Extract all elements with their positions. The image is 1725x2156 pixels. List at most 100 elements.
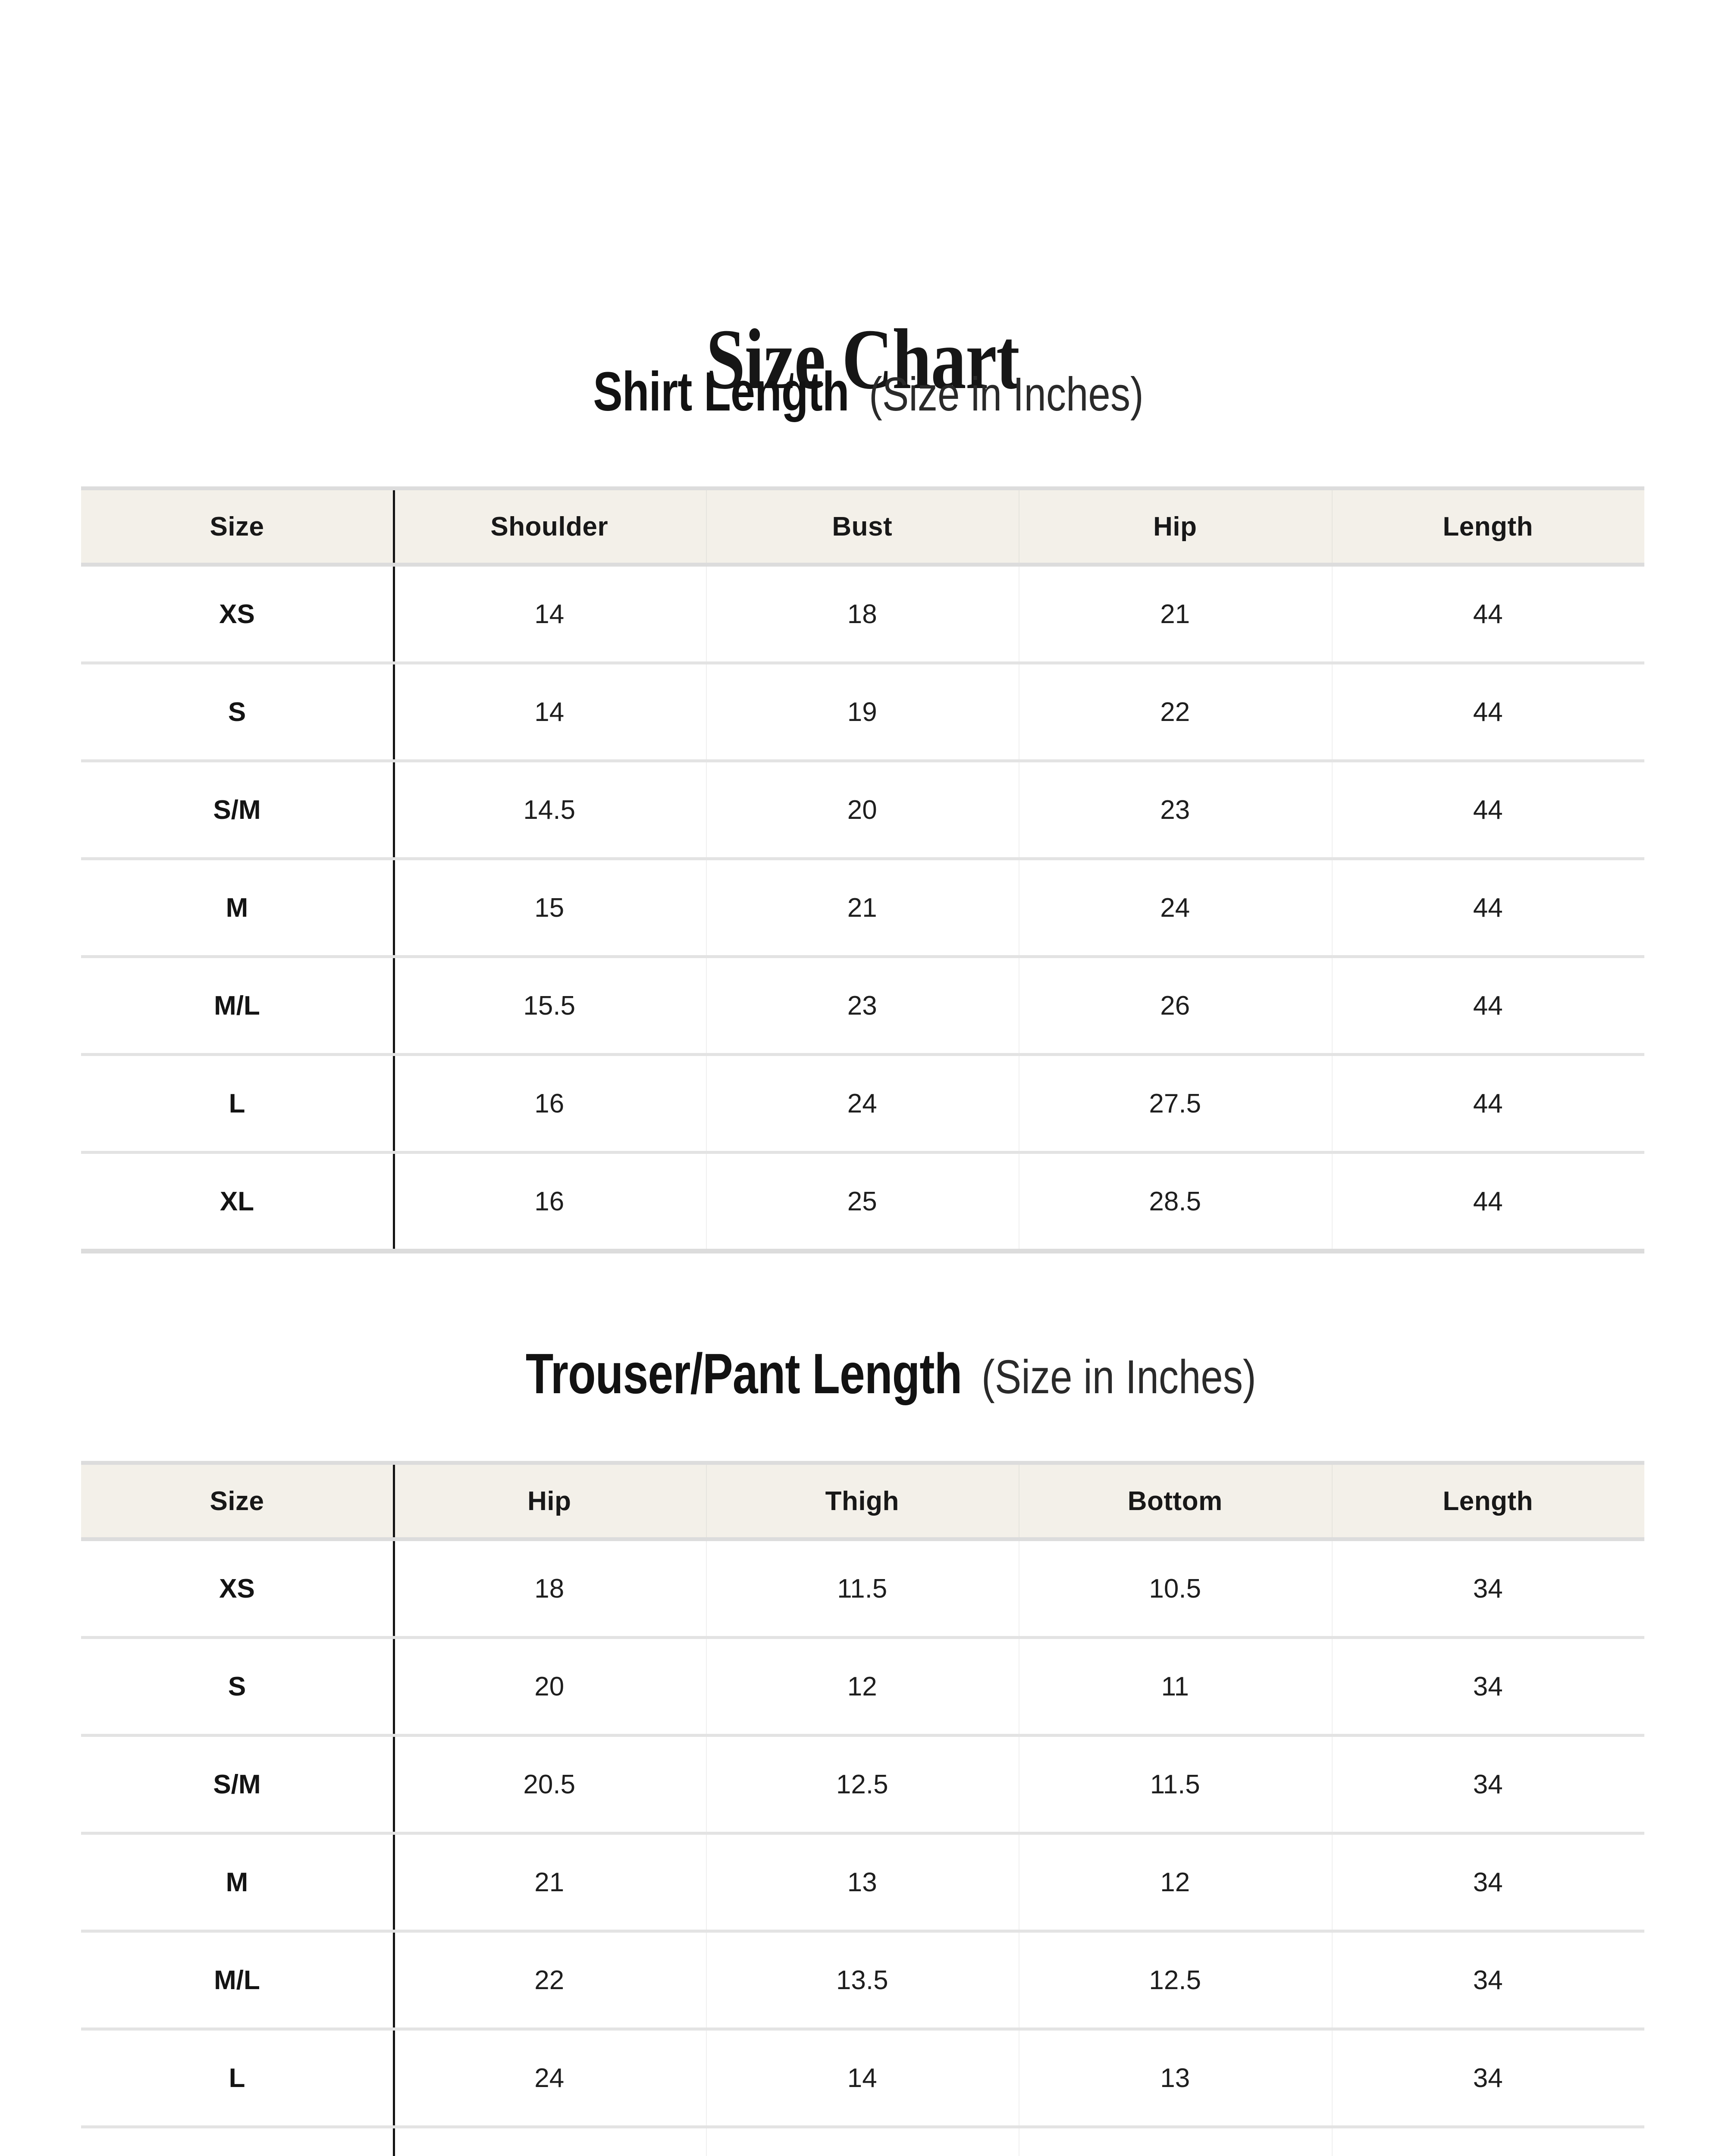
cell-size: XL [81,1152,393,1253]
cell-bust: 19 [706,663,1019,762]
column-header-size: Size [81,486,393,567]
column-header-bottom: Bottom [1019,1461,1332,1541]
cell-thigh: 13.5 [706,1931,1019,2031]
table-row: L 24 14 13 34 [81,2029,1644,2128]
cell-length: 34 [1331,1539,1644,1639]
trouser-section-heading: Trouser/Pant Length (Size in Inches) [0,1345,1725,1402]
table-header-row: Size Hip Thigh Bottom Length [81,1461,1644,1541]
trouser-table-header: Size Hip Thigh Bottom Length [81,1461,1644,1541]
cell-bust: 23 [706,956,1019,1056]
cell-hip: 26 [393,2127,706,2156]
cell-length: 34 [1331,2029,1644,2128]
cell-thigh: 11.5 [706,1539,1019,1639]
cell-hip: 20.5 [393,1735,706,1835]
cell-shoulder: 14 [393,663,706,762]
cell-size: M [81,859,393,958]
page-title: Size Chart [706,312,1020,407]
cell-length: 44 [1331,859,1644,958]
table-row: XL 16 25 28.5 44 [81,1152,1644,1253]
column-header-bust: Bust [706,486,1019,567]
cell-bottom: 11 [1019,1637,1332,1737]
shirt-section-heading: Shirt Length (Size in Inches) [0,364,1725,420]
table-row: M 15 21 24 44 [81,859,1644,958]
cell-shoulder: 14.5 [393,761,706,860]
cell-length: 34 [1331,1931,1644,2031]
cell-length: 44 [1331,663,1644,762]
table-row: XL 26 15 13.5 34 [81,2127,1644,2156]
cell-length: 44 [1331,1054,1644,1154]
cell-bottom: 10.5 [1019,1539,1332,1639]
shirt-size-table: Size Shoulder Bust Hip Length XS 14 18 2… [81,486,1644,1253]
cell-length: 34 [1331,1735,1644,1835]
cell-shoulder: 16 [393,1152,706,1253]
table-row: L 16 24 27.5 44 [81,1054,1644,1154]
cell-bottom: 12 [1019,1833,1332,1933]
cell-hip: 24 [393,2029,706,2128]
cell-length: 34 [1331,1637,1644,1737]
cell-shoulder: 14 [393,564,706,664]
table-row: S/M 20.5 12.5 11.5 34 [81,1735,1644,1835]
cell-size: M/L [81,1931,393,2031]
cell-hip: 21 [393,1833,706,1933]
column-header-length: Length [1331,486,1644,567]
cell-size: S [81,1637,393,1737]
cell-hip: 24 [1019,859,1332,958]
cell-size: M/L [81,956,393,1056]
column-header-hip: Hip [393,1461,706,1541]
cell-size: S [81,663,393,762]
cell-bottom: 12.5 [1019,1931,1332,2031]
trouser-size-table: Size Hip Thigh Bottom Length XS 18 11.5 … [81,1461,1644,2156]
table-row: M/L 22 13.5 12.5 34 [81,1931,1644,2031]
cell-size: M [81,1833,393,1933]
cell-length: 34 [1331,2127,1644,2156]
cell-length: 34 [1331,1833,1644,1933]
cell-hip: 26 [1019,956,1332,1056]
cell-shoulder: 15.5 [393,956,706,1056]
table-row: S 14 19 22 44 [81,663,1644,762]
cell-hip: 18 [393,1539,706,1639]
shirt-table-header: Size Shoulder Bust Hip Length [81,486,1644,567]
cell-thigh: 15 [706,2127,1019,2156]
table-row: M 21 13 12 34 [81,1833,1644,1933]
table-header-row: Size Shoulder Bust Hip Length [81,486,1644,567]
cell-hip: 22 [393,1931,706,2031]
table-row: S/M 14.5 20 23 44 [81,761,1644,860]
shirt-section-label: Shirt Length [593,361,849,423]
column-header-hip: Hip [1019,486,1332,567]
cell-thigh: 14 [706,2029,1019,2128]
cell-size: S/M [81,761,393,860]
table-row: XS 18 11.5 10.5 34 [81,1539,1644,1639]
shirt-section-units: (Size in Inches) [869,368,1144,421]
cell-length: 44 [1331,564,1644,664]
column-header-size: Size [81,1461,393,1541]
cell-length: 44 [1331,1152,1644,1253]
cell-hip: 28.5 [1019,1152,1332,1253]
cell-shoulder: 16 [393,1054,706,1154]
shirt-table-body: XS 14 18 21 44 S 14 19 22 44 S/M 14.5 20… [81,564,1644,1253]
cell-size: S/M [81,1735,393,1835]
cell-thigh: 12.5 [706,1735,1019,1835]
trouser-section-label: Trouser/Pant Length [525,1342,962,1405]
cell-size: L [81,2029,393,2128]
table-row: M/L 15.5 23 26 44 [81,956,1644,1056]
column-header-shoulder: Shoulder [393,486,706,567]
cell-bottom: 13.5 [1019,2127,1332,2156]
cell-bust: 25 [706,1152,1019,1253]
cell-bust: 21 [706,859,1019,958]
table-row: XS 14 18 21 44 [81,564,1644,664]
column-header-thigh: Thigh [706,1461,1019,1541]
trouser-table-body: XS 18 11.5 10.5 34 S 20 12 11 34 S/M 20.… [81,1539,1644,2156]
cell-bust: 20 [706,761,1019,860]
cell-thigh: 12 [706,1637,1019,1737]
cell-bottom: 13 [1019,2029,1332,2128]
cell-hip: 20 [393,1637,706,1737]
cell-size: XL [81,2127,393,2156]
cell-hip: 23 [1019,761,1332,860]
cell-bottom: 11.5 [1019,1735,1332,1835]
cell-bust: 18 [706,564,1019,664]
cell-length: 44 [1331,956,1644,1056]
trouser-section-units: (Size in Inches) [982,1351,1256,1404]
cell-bust: 24 [706,1054,1019,1154]
cell-size: XS [81,564,393,664]
